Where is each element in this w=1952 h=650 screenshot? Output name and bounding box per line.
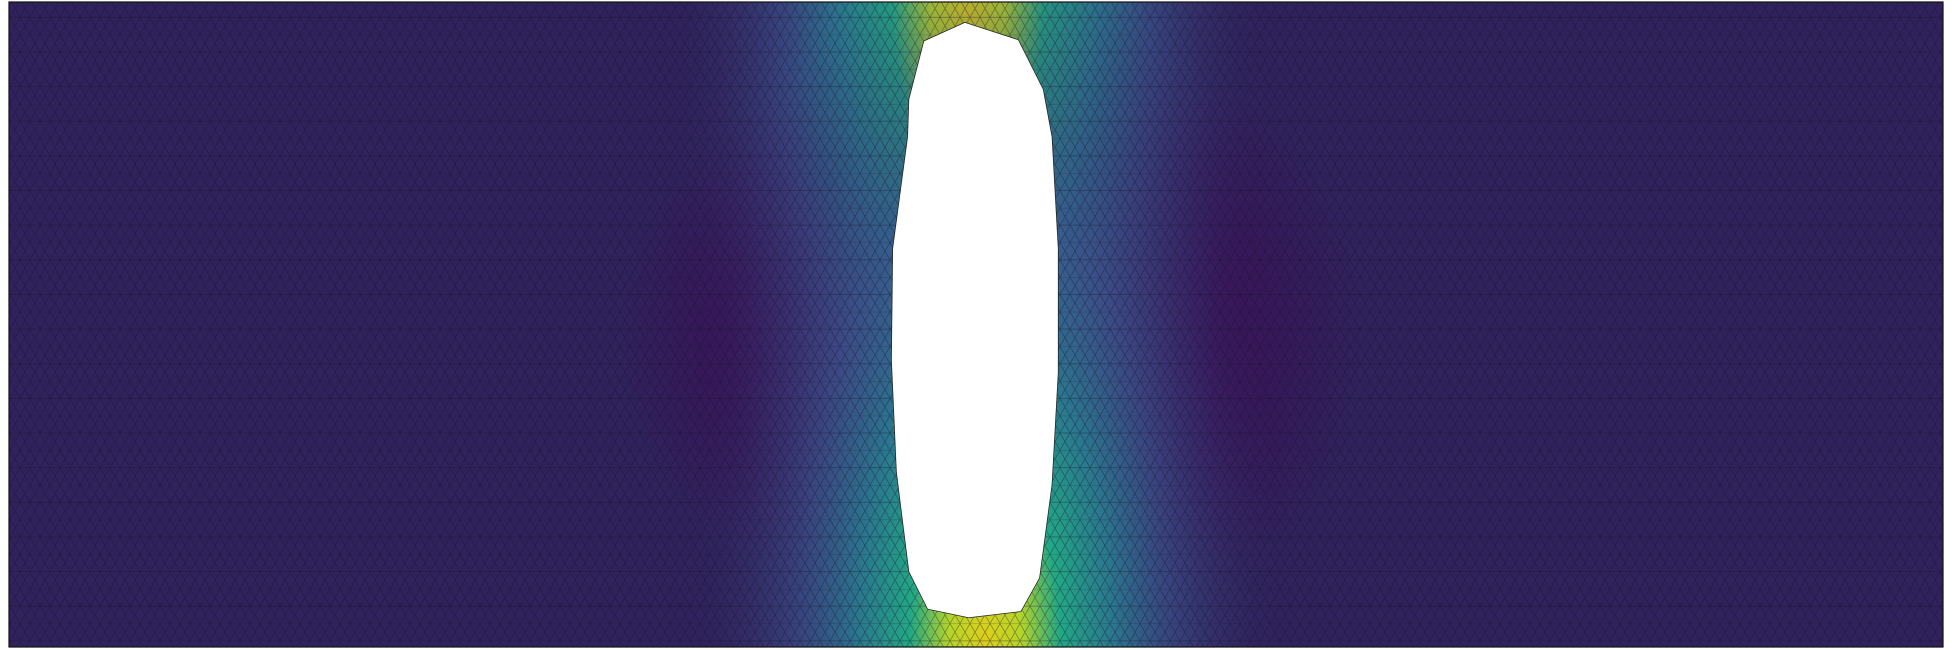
- plate-border: [8, 1, 1944, 648]
- hole-group: [891, 21, 1059, 619]
- hole: [891, 21, 1059, 619]
